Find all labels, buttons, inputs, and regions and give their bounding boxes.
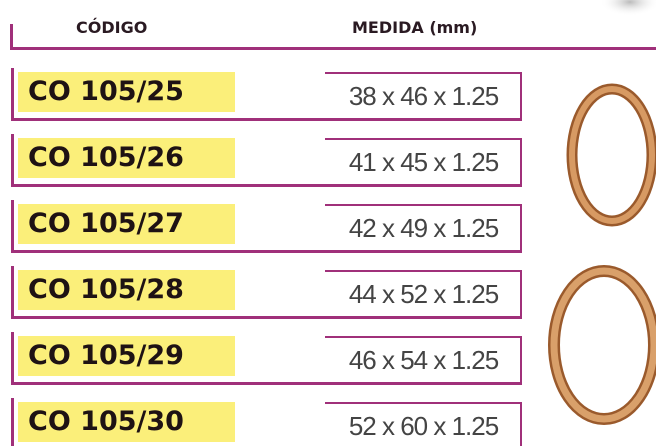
size: 44 x 52 x 1.25: [325, 270, 522, 318]
shadow: [600, 0, 656, 16]
size: 46 x 54 x 1.25: [325, 336, 522, 384]
code: CO 105/29: [28, 336, 184, 376]
size: 52 x 60 x 1.25: [325, 402, 522, 446]
code: CO 105/30: [28, 402, 184, 442]
row-border: [11, 332, 14, 384]
code: CO 105/28: [28, 270, 184, 310]
ring: [554, 271, 654, 419]
size: 42 x 49 x 1.25: [325, 204, 522, 252]
row-border: [11, 134, 14, 186]
code: CO 105/26: [28, 138, 184, 178]
row-border: [11, 68, 14, 120]
row-border: [11, 398, 14, 446]
code: CO 105/27: [28, 204, 184, 244]
header-border: [10, 47, 656, 50]
header-size: MEDIDA (mm): [352, 18, 477, 37]
page: CÓDIGO MEDIDA (mm) CO 105/25 38 x 46 x 1.…: [0, 0, 656, 446]
ring: [572, 89, 652, 221]
code: CO 105/25: [28, 72, 184, 112]
row-border: [11, 266, 14, 318]
row-border: [11, 200, 14, 252]
header-code: CÓDIGO: [76, 18, 147, 37]
size: 41 x 45 x 1.25: [325, 138, 522, 186]
size: 38 x 46 x 1.25: [325, 72, 522, 120]
